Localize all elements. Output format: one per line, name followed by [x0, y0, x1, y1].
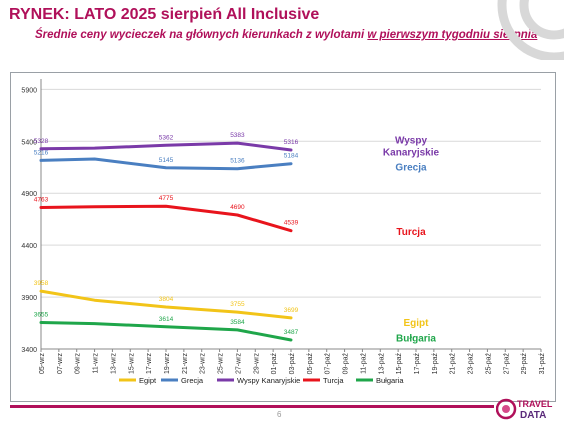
page-subtitle: Średnie ceny wycieczek na głównych kieru… — [35, 29, 537, 41]
x-tick-label: 21-wrz — [182, 353, 189, 375]
data-label: 3614 — [159, 316, 174, 323]
data-label: 3804 — [159, 296, 174, 303]
chart-frame: 3400 3900 4400 4900 5400 5900 05-wrz 07-wrz 09-w… — [10, 72, 556, 402]
x-tick-label: 13-paź — [378, 353, 385, 375]
y-tick-label: 3400 — [21, 347, 37, 354]
data-label: 3958 — [34, 280, 49, 287]
x-tick-label: 15-wrz — [128, 353, 135, 375]
line-chart: 3400 3900 4400 4900 5400 5900 05-wrz 07-wrz 09-w… — [21, 79, 546, 385]
series-side-label: Kanaryjskie — [383, 147, 440, 158]
series-side-label: Grecja — [395, 162, 427, 173]
data-label: 5316 — [284, 139, 299, 146]
x-tick-label: 19-paź — [432, 353, 439, 375]
logo-text-travel: TRAVEL — [517, 399, 553, 409]
y-tick-label: 5900 — [21, 87, 37, 94]
x-tick-label: 23-wrz — [200, 353, 207, 375]
travel-data-logo: TRAVEL DATA — [496, 398, 553, 421]
series-line — [39, 141, 293, 152]
y-tick-label: 5400 — [21, 139, 37, 146]
data-label: 4775 — [159, 195, 174, 202]
footer-divider — [10, 405, 494, 408]
x-tick-label: 29-paź — [521, 353, 528, 375]
x-tick-label: 19-wrz — [164, 353, 171, 375]
x-tick-label: 07-paź — [325, 353, 332, 375]
x-tick-label: 17-paź — [414, 353, 421, 375]
series-line — [39, 204, 293, 233]
data-label: 3755 — [230, 301, 245, 308]
x-tick-label: 27-paź — [503, 353, 510, 375]
x-tick-label: 13-wrz — [110, 353, 117, 375]
y-tick-label: 3900 — [21, 295, 37, 302]
series-line — [39, 289, 293, 320]
legend-label: Bułgaria — [376, 376, 404, 385]
x-tick-label: 29-wrz — [253, 353, 260, 375]
series-side-label: Bułgaria — [396, 334, 436, 345]
x-tick-label: 23-paź — [468, 353, 475, 375]
data-label: 5362 — [159, 134, 174, 141]
x-tick-label: 07-wrz — [57, 353, 64, 375]
x-tick-label: 25-paź — [485, 353, 492, 375]
y-tick-label: 4900 — [21, 191, 37, 198]
subtitle-main: Średnie ceny wycieczek na głównych kieru… — [35, 29, 368, 41]
logo-text-data: DATA — [520, 410, 546, 421]
x-tick-label: 01-paź — [271, 353, 278, 375]
legend-label: Wyspy Kanaryjskie — [237, 376, 300, 385]
legend-label: Grecja — [181, 376, 204, 385]
watermark-decoration — [497, 0, 564, 60]
legend-label: Egipt — [139, 376, 157, 385]
data-label: 4539 — [284, 220, 299, 227]
subtitle-underlined: w pierwszym tygodniu sierpnia — [367, 29, 538, 41]
series-line — [39, 157, 293, 171]
data-label: 3699 — [284, 307, 299, 314]
x-tick-label: 31-paź — [539, 353, 546, 375]
series-side-label: Wyspy — [395, 135, 427, 146]
data-label: 5136 — [230, 158, 245, 165]
y-tick-label: 4400 — [21, 243, 37, 250]
x-tick-label: 21-paź — [450, 353, 457, 375]
x-tick-label: 11-paź — [360, 353, 367, 374]
data-label: 5383 — [230, 132, 245, 139]
data-label: 5328 — [34, 138, 49, 145]
data-label: 3487 — [284, 329, 299, 336]
series-side-label: Egipt — [404, 318, 430, 329]
data-label: 5216 — [34, 149, 49, 156]
x-tick-label: 11-wrz — [93, 353, 100, 374]
x-tick-label: 09-paź — [343, 353, 350, 375]
series-side-label: Turcja — [396, 227, 426, 238]
x-tick-label: 25-wrz — [218, 353, 225, 375]
x-tick-label: 15-paź — [396, 353, 403, 375]
page-number: 6 — [277, 410, 282, 419]
page-title: RYNEK: LATO 2025 sierpień All Inclusive — [9, 6, 320, 23]
x-tick-label: 09-wrz — [75, 353, 82, 375]
x-tick-label: 05-paź — [307, 353, 314, 375]
data-label: 5145 — [159, 157, 174, 164]
x-tick-label: 17-wrz — [146, 353, 153, 375]
data-label: 4763 — [34, 196, 49, 203]
data-label: 4690 — [230, 204, 245, 211]
data-label: 5184 — [284, 153, 299, 160]
series-line — [39, 321, 293, 342]
x-tick-label: 27-wrz — [235, 353, 242, 375]
x-tick-label: 03-paź — [289, 353, 296, 375]
x-tick-label: 05-wrz — [39, 353, 46, 375]
legend-label: Turcja — [323, 376, 344, 385]
data-label: 3655 — [34, 312, 49, 319]
data-label: 3584 — [230, 319, 245, 326]
